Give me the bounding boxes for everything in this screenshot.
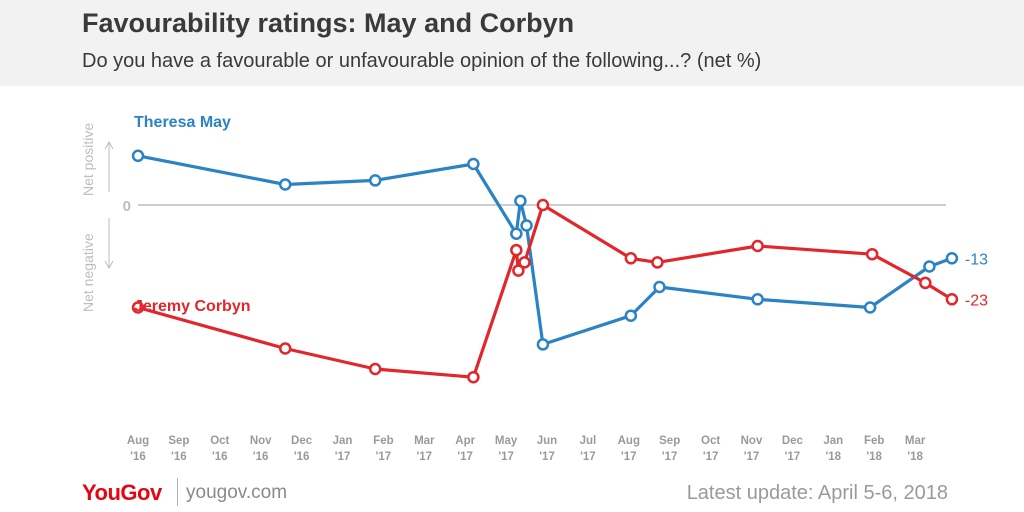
x-tick-year: '17 <box>498 451 514 463</box>
x-tick-year: '17 <box>335 451 351 463</box>
x-tick-year: '16 <box>294 451 310 463</box>
negative-arrow-head <box>104 260 114 270</box>
x-tick-month: Jan <box>823 435 843 447</box>
series-line-corbyn <box>136 203 954 379</box>
x-tick-month: Apr <box>455 435 475 447</box>
x-tick-month: Jan <box>333 435 353 447</box>
x-tick-month: Sep <box>659 435 680 447</box>
x-tick-month: Jul <box>580 435 597 447</box>
data-point-may <box>467 157 480 171</box>
x-tick-year: '16 <box>130 451 146 463</box>
x-tick-year: '16 <box>253 451 269 463</box>
data-point-corbyn <box>919 276 932 290</box>
data-point-corbyn <box>518 256 531 269</box>
end-value-label-corbyn: -23 <box>965 292 988 309</box>
line-chart: 0 Net positive Net negative Aug '16 Sep '16 Oc… <box>80 114 988 463</box>
x-tick-month: Nov <box>250 435 272 447</box>
x-tick-month: May <box>495 435 518 447</box>
data-point-corbyn <box>510 243 523 257</box>
x-tick-month: Oct <box>701 435 720 447</box>
labels-layer: Aug '16 Sep '16 Oct '16 Nov '16 Dec '16 Jan '17 Feb '… <box>127 114 988 463</box>
data-point-corbyn <box>624 252 638 265</box>
x-tick-year: '17 <box>376 451 392 463</box>
data-point-may <box>131 149 145 163</box>
x-tick-month: Jun <box>537 435 557 447</box>
data-point-corbyn <box>945 293 959 306</box>
data-point-may <box>514 194 527 208</box>
positive-arrow-head <box>104 140 114 150</box>
data-point-may <box>510 227 523 240</box>
x-tick-month: Sep <box>168 435 189 447</box>
x-tick-month: Dec <box>291 435 313 447</box>
end-value-label-may: -13 <box>965 251 988 268</box>
data-point-may <box>278 178 292 191</box>
data-point-corbyn <box>368 362 382 376</box>
x-tick-year: '16 <box>171 451 187 463</box>
x-tick-year: '17 <box>417 451 433 463</box>
x-tick-year: '17 <box>703 451 719 463</box>
data-point-corbyn <box>865 247 879 261</box>
x-tick-year: '17 <box>457 451 473 463</box>
x-tick-year: '17 <box>621 451 637 463</box>
series-label-corbyn: Jeremy Corbyn <box>134 298 251 315</box>
x-tick-month: Nov <box>741 435 763 447</box>
x-tick-year: '18 <box>866 451 882 463</box>
footer-url[interactable]: yougov.com <box>186 482 288 503</box>
data-point-may <box>624 309 638 322</box>
x-tick-year: '17 <box>539 451 555 463</box>
series-label-may: Theresa May <box>134 114 231 131</box>
x-tick-year: '17 <box>744 451 760 463</box>
data-point-corbyn <box>651 256 664 269</box>
x-tick-year: '18 <box>826 451 842 463</box>
x-tick-month: Mar <box>414 435 435 447</box>
data-point-may <box>751 293 764 306</box>
data-point-may <box>536 338 550 351</box>
latest-update-text: Latest update: April 5-6, 2018 <box>686 482 948 504</box>
x-tick-year: '17 <box>662 451 678 463</box>
x-tick-month: Feb <box>373 435 393 447</box>
data-points-layer <box>131 149 959 384</box>
axes-layer: 0 Net positive Net negative <box>80 123 946 312</box>
page-subtitle: Do you have a favourable or unfavourable… <box>82 50 762 72</box>
data-point-may <box>863 301 877 314</box>
x-tick-year: '16 <box>212 451 228 463</box>
yougov-logo: YouGov <box>82 480 162 505</box>
data-point-may <box>653 280 666 294</box>
data-point-may <box>368 174 382 187</box>
x-tick-month: Feb <box>864 435 884 447</box>
data-point-corbyn <box>131 301 145 314</box>
data-point-corbyn <box>278 342 292 355</box>
series-line-may <box>136 154 954 346</box>
data-point-may <box>923 260 936 273</box>
x-tick-month: Mar <box>905 435 926 447</box>
x-tick-year: '17 <box>580 451 596 463</box>
data-point-may <box>520 219 533 232</box>
footer-divider <box>177 478 178 506</box>
x-tick-year: '17 <box>785 451 801 463</box>
net-positive-label: Net positive <box>80 123 96 196</box>
x-tick-month: Oct <box>210 435 229 447</box>
x-tick-month: Aug <box>618 435 640 447</box>
x-tick-month: Dec <box>782 435 804 447</box>
page-title: Favourability ratings: May and Corbyn <box>82 8 575 38</box>
header-band <box>0 0 1024 86</box>
y-zero-label: 0 <box>123 198 131 215</box>
series-lines-layer <box>136 154 954 379</box>
x-tick-month: Aug <box>127 435 149 447</box>
data-point-corbyn <box>467 370 480 384</box>
data-point-may <box>945 252 959 265</box>
data-point-corbyn <box>751 239 764 253</box>
data-point-corbyn <box>536 198 550 212</box>
data-point-corbyn <box>512 264 525 277</box>
net-negative-label: Net negative <box>80 233 96 312</box>
x-tick-year: '18 <box>907 451 923 463</box>
